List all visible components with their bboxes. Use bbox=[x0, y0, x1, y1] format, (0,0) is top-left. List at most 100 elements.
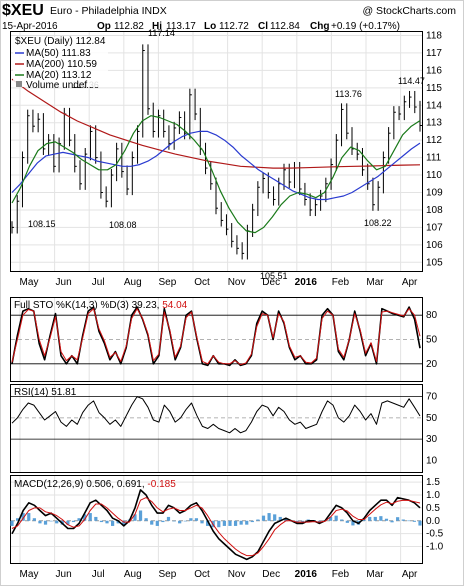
sto-k-value: 39.23, bbox=[132, 300, 160, 311]
macd-signal-value: -0.185 bbox=[147, 479, 176, 490]
x-tick-label: Jul bbox=[92, 277, 105, 288]
x-tick-label: May bbox=[20, 569, 39, 580]
macd-histogram-bar bbox=[178, 520, 182, 524]
macd-histogram-bar bbox=[105, 520, 109, 524]
macd-histogram-bar bbox=[111, 520, 115, 526]
macd-histogram-bar bbox=[161, 520, 165, 523]
macd-histogram-bar bbox=[233, 520, 238, 526]
sto-panel bbox=[11, 306, 421, 367]
macd-histogram-bar bbox=[183, 520, 187, 522]
sto-y-tick: 80 bbox=[426, 310, 438, 321]
macd-y-tick: 0.0 bbox=[426, 516, 440, 527]
index-name: Euro - Philadelphia INDX bbox=[50, 5, 167, 17]
macd-histogram-bar bbox=[166, 516, 171, 521]
ohlc-readout: Op 112.82 Hi 113.17 Lo 112.72 Cl 112.84 … bbox=[97, 21, 400, 32]
macd-histogram-bar bbox=[99, 520, 104, 523]
ma50-line bbox=[11, 130, 421, 201]
macd-histogram-bar bbox=[116, 520, 120, 524]
macd-histogram-bar bbox=[206, 520, 210, 526]
chg-label: Chg bbox=[310, 21, 329, 32]
x-tick-label: Apr bbox=[402, 277, 418, 288]
lo-value: 112.72 bbox=[219, 21, 249, 32]
macd-histogram-bar bbox=[83, 514, 87, 521]
x-tick-label: Jul bbox=[92, 569, 105, 580]
x-tick-label: Apr bbox=[402, 569, 418, 580]
macd-histogram-bar bbox=[345, 520, 349, 523]
macd-histogram-bar bbox=[418, 520, 422, 526]
macd-histogram-bar bbox=[373, 516, 377, 521]
x-tick-label: May bbox=[20, 277, 39, 288]
price-annotation: 108.22 bbox=[364, 218, 392, 228]
macd-histogram-bar bbox=[301, 520, 305, 523]
macd-histogram-bar bbox=[250, 520, 254, 523]
price-y-tick: 110 bbox=[426, 170, 442, 181]
rsi-title: RSI(14) 51.81 bbox=[14, 387, 77, 398]
macd-histogram-bar bbox=[94, 516, 98, 521]
legend-price: $XEU (Daily) 112.84 bbox=[15, 36, 106, 47]
op-value: 112.82 bbox=[114, 21, 144, 32]
x-tick-label: Aug bbox=[124, 277, 142, 288]
rsi-y-tick: 70 bbox=[426, 392, 438, 403]
macd-histogram-bar bbox=[10, 520, 14, 526]
rsi-y-tick: 30 bbox=[426, 434, 438, 445]
price-annotation: 105.51 bbox=[260, 271, 288, 281]
symbol-title: $XEU bbox=[2, 2, 44, 19]
price-y-tick: 108 bbox=[426, 205, 443, 216]
macd-histogram-bar bbox=[150, 520, 154, 525]
sto-d-value: 54.04 bbox=[159, 300, 187, 311]
x-tick-label: Sep bbox=[159, 277, 177, 288]
price-y-tick: 113 bbox=[426, 118, 442, 129]
macd-histogram-bar bbox=[317, 520, 321, 523]
price-y-tick: 109 bbox=[426, 187, 443, 198]
macd-title-text: MACD(12,26,9) 0.506, bbox=[14, 479, 117, 490]
macd-histogram-bar bbox=[328, 516, 333, 521]
x-tick-label: Nov bbox=[228, 277, 246, 288]
price-y-tick: 116 bbox=[426, 65, 442, 76]
macd-histogram-bar bbox=[71, 520, 76, 523]
macd-histogram-bar bbox=[245, 520, 249, 525]
price-panel-frame bbox=[10, 31, 423, 272]
macd-histogram-bar bbox=[172, 520, 176, 522]
price-legend: $XEU (Daily) 112.84 MA(50) 111.83 MA(200… bbox=[13, 36, 108, 91]
price-y-tick: 118 bbox=[426, 30, 442, 41]
rsi-line bbox=[11, 396, 421, 434]
sto-y-tick: 50 bbox=[426, 335, 438, 346]
macd-y-tick: -1.0 bbox=[426, 542, 444, 553]
price-y-tick: 105 bbox=[426, 257, 443, 268]
macd-histogram-bar bbox=[189, 518, 193, 521]
sto-title-text: Full STO %K(14,3) %D(3) bbox=[14, 300, 132, 311]
macd-histogram-bar bbox=[396, 517, 400, 521]
legend-ma200: MA(200) 110.59 bbox=[26, 59, 97, 70]
macd-histogram-bar bbox=[379, 516, 383, 521]
macd-histogram-bar bbox=[278, 516, 282, 521]
x-tick-label: Feb bbox=[332, 569, 350, 580]
hi-label: Hi bbox=[152, 21, 162, 32]
lo-label: Lo bbox=[204, 21, 216, 32]
op-label: Op bbox=[97, 21, 111, 32]
ma200-line bbox=[11, 78, 421, 169]
price-panel: 117.14114.36113.76114.47108.15108.08108.… bbox=[11, 28, 425, 281]
x-tick-label: Mar bbox=[366, 569, 384, 580]
macd-value: 0.691, bbox=[117, 479, 148, 490]
macd-histogram-bar bbox=[155, 520, 159, 526]
macd-histogram-bar bbox=[27, 513, 31, 521]
brand-label: @ StockCharts.com bbox=[362, 5, 456, 17]
macd-histogram-bar bbox=[138, 510, 143, 521]
macd-histogram-bar bbox=[200, 520, 204, 524]
price-annotation: 108.15 bbox=[28, 219, 56, 229]
macd-histogram-bar bbox=[133, 514, 137, 521]
macd-histogram-bar bbox=[261, 515, 266, 521]
macd-histogram-bar bbox=[217, 520, 221, 528]
macd-histogram-bar bbox=[21, 513, 25, 521]
macd-y-tick: -0.5 bbox=[426, 529, 444, 540]
rsi-panel-frame bbox=[10, 384, 423, 473]
x-tick-label: 2016 bbox=[295, 277, 318, 288]
rsi-y-tick: 50 bbox=[426, 413, 438, 424]
macd-y-tick: 0.5 bbox=[426, 503, 440, 514]
macd-y-tick: 1.0 bbox=[426, 490, 440, 501]
x-tick-label: Sep bbox=[159, 569, 177, 580]
macd-histogram-bar bbox=[38, 520, 42, 524]
macd-histogram-bar bbox=[412, 520, 417, 522]
price-annotation: 114.47 bbox=[398, 76, 425, 86]
